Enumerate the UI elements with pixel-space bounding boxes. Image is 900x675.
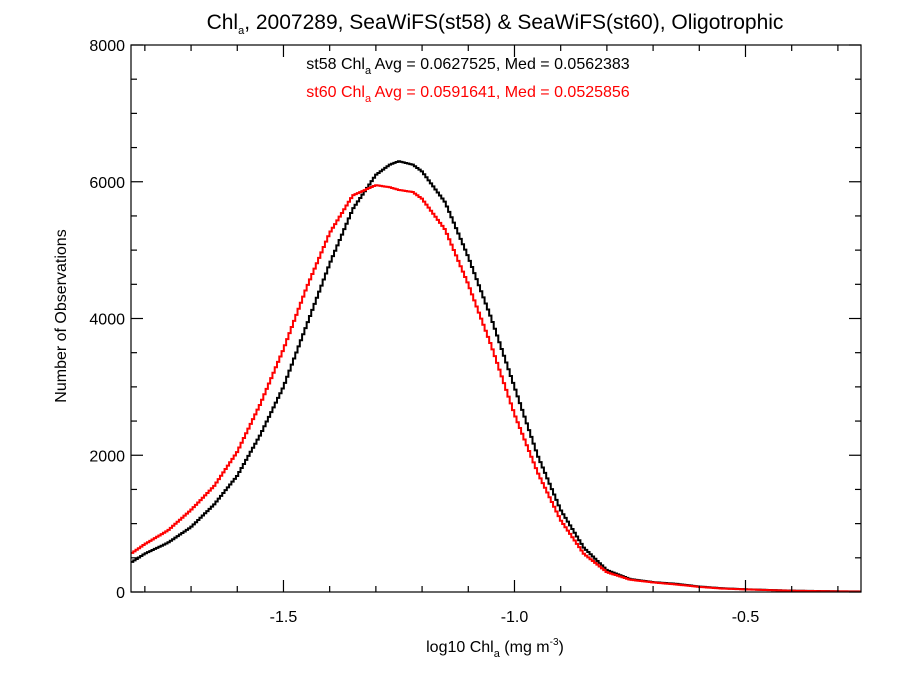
x-tick-label: -0.5 (732, 609, 760, 626)
annotation-st58: st58 Chla Avg = 0.0627525, Med = 0.05623… (306, 56, 630, 77)
y-axis-label: Number of Observations (53, 229, 70, 402)
series-st60-line (131, 184, 861, 593)
axis-ticks: -1.5 -1.0 -0.5 0 2000 4000 6000 8000 (89, 38, 861, 626)
y-tick-label: 8000 (89, 38, 125, 55)
chart-title: Chla, 2007289, SeaWiFS(st58) & SeaWiFS(s… (207, 11, 784, 37)
y-tick-label: 2000 (89, 448, 125, 465)
series-group (131, 160, 861, 593)
series-st58-line (131, 160, 861, 593)
y-tick-label: 4000 (89, 312, 125, 329)
y-tick-label: 0 (116, 585, 125, 602)
annotation-st60: st60 Chla Avg = 0.0591641, Med = 0.05258… (306, 84, 630, 105)
x-tick-label: -1.5 (270, 609, 298, 626)
x-axis-label: log10 Chla (mg m-3) (426, 637, 564, 660)
y-tick-label: 6000 (89, 175, 125, 192)
x-tick-label: -1.0 (501, 609, 529, 626)
plot-frame (130, 44, 862, 593)
